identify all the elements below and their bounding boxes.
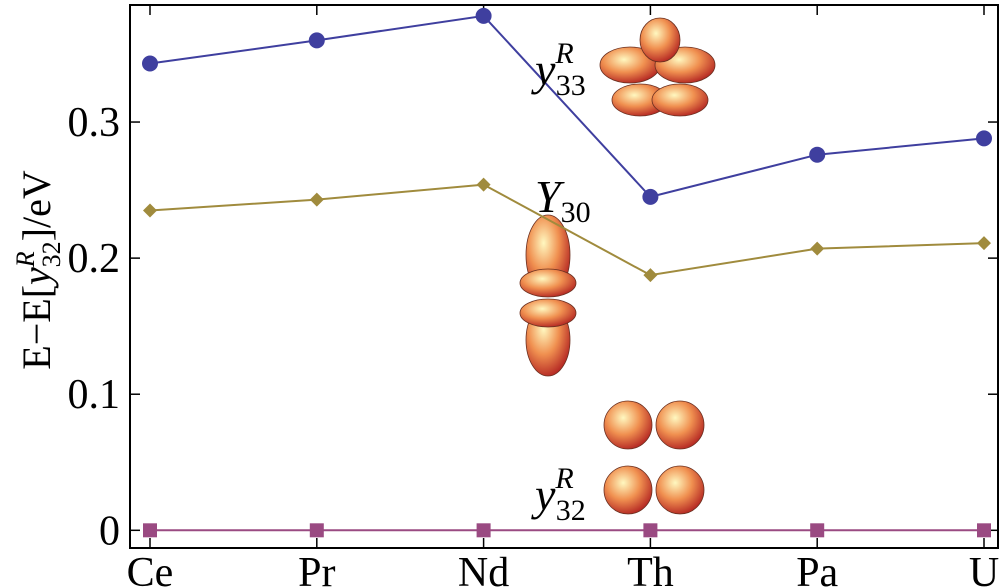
label-part: 32 (37, 241, 66, 267)
y-tick-label: 0.1 (68, 372, 121, 418)
marker (309, 192, 324, 207)
label-part: Y (535, 171, 565, 222)
marker (143, 203, 157, 218)
x-tick-label: Nd (458, 550, 509, 588)
plot-frame (129, 4, 999, 549)
y-tick-label: 0.2 (68, 236, 121, 282)
y-tick-label: 0 (99, 508, 120, 554)
annotation: Y30 (535, 171, 591, 229)
annotation: yR 32 (531, 462, 586, 527)
marker (809, 146, 826, 163)
x-tick-label: Th (627, 550, 674, 588)
marker (143, 523, 157, 538)
x-tick-label: Pa (796, 550, 838, 588)
marker (308, 32, 325, 49)
label-part: E−E[ (14, 285, 59, 370)
label-part: 30 (561, 196, 591, 229)
marker (643, 523, 658, 538)
label-part: R (11, 251, 40, 268)
orbital-y32 (603, 400, 705, 515)
series-line (149, 14, 985, 199)
marker (977, 236, 991, 251)
marker (977, 523, 991, 538)
marker (476, 523, 491, 538)
marker (309, 523, 324, 538)
marker (810, 241, 825, 256)
x-tick-label: Ce (127, 550, 174, 588)
marker (142, 55, 158, 72)
marker (475, 7, 492, 24)
y-tick-label: 0.3 (68, 100, 121, 146)
marker (643, 268, 658, 283)
series-line (149, 183, 985, 277)
orbital-y33 (599, 17, 716, 117)
label-part: 33 (556, 69, 586, 102)
x-tick-label: U (969, 550, 999, 588)
label-part: y (14, 267, 59, 289)
label-part: y (531, 44, 556, 95)
label-part: y (531, 469, 556, 520)
marker (642, 188, 659, 205)
marker (476, 177, 491, 192)
label-part: 32 (556, 494, 586, 527)
annotation: yR 33 (531, 37, 586, 102)
y-axis-label: E−E[yR32]/eV (11, 170, 66, 370)
marker (810, 523, 825, 538)
label-part: ]/eV (14, 170, 59, 241)
x-tick-label: Pr (298, 550, 335, 588)
orbital-y30 (519, 214, 577, 377)
label-part: R (554, 37, 573, 70)
label-part: R (554, 462, 573, 495)
marker (976, 130, 992, 147)
